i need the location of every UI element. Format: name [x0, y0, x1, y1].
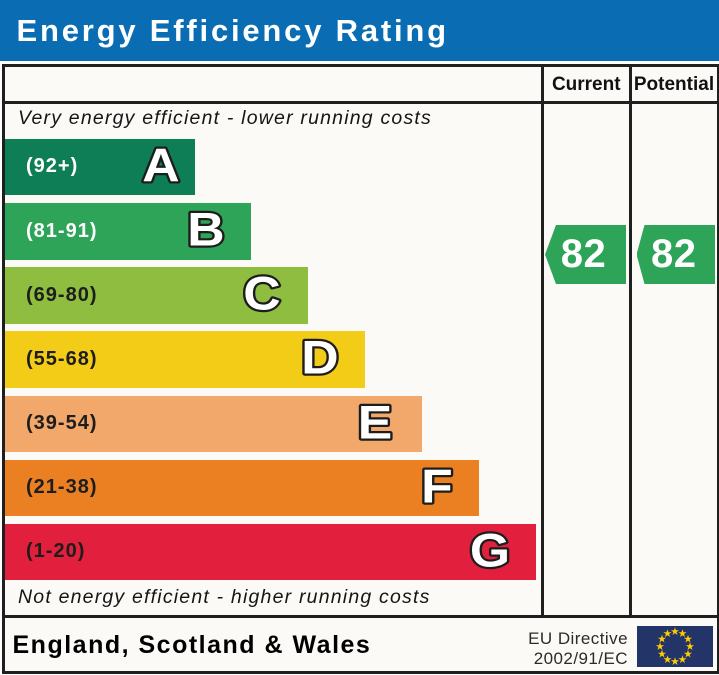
svg-text:F: F	[421, 461, 453, 511]
svg-text:A: A	[142, 140, 179, 190]
svg-text:B: B	[187, 204, 224, 254]
svg-text:C: C	[243, 268, 280, 318]
svg-text:G: G	[470, 525, 510, 575]
svg-text:E: E	[358, 397, 392, 447]
svg-text:D: D	[301, 332, 338, 382]
